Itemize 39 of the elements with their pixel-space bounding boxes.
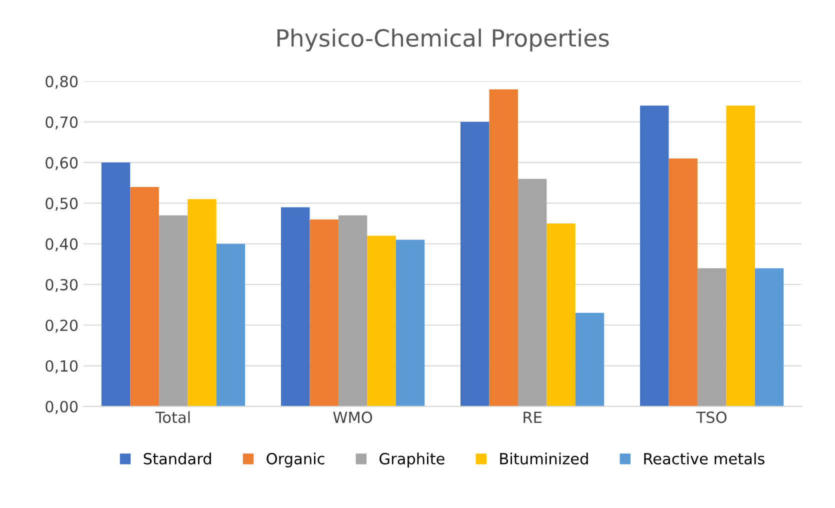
chart-title: Physico-Chemical Properties — [277, 28, 609, 52]
bar — [216, 244, 246, 406]
legend-label: Graphite — [380, 452, 444, 468]
bar — [726, 106, 755, 406]
legend-label: Organic — [266, 452, 324, 468]
legend-label: Bituminized — [500, 452, 588, 464]
legend-label: Standard — [144, 452, 211, 464]
y-tick-label: 0,10 — [46, 360, 78, 374]
x-tick-label: Total — [155, 411, 190, 424]
x-tick-label: WMO — [333, 412, 372, 424]
bar — [101, 162, 130, 406]
x-tick-label: TSO — [696, 412, 727, 424]
bar — [280, 207, 310, 406]
y-tick-label: 0,00 — [46, 400, 78, 414]
legend-label: Reactive metals — [644, 452, 764, 464]
y-tick-label: 0,40 — [46, 238, 78, 252]
y-tick-label: 0,60 — [46, 157, 78, 170]
bar — [396, 240, 425, 406]
bar — [754, 268, 784, 406]
bar — [668, 158, 698, 406]
bar — [158, 215, 188, 406]
bar — [310, 219, 338, 406]
x-tick-label: RE — [524, 412, 542, 423]
bar — [489, 89, 518, 406]
bar — [367, 236, 396, 406]
y-tick-label: 0,30 — [46, 278, 78, 292]
bar — [546, 224, 576, 406]
bar — [338, 215, 368, 406]
bar — [575, 312, 604, 406]
y-tick-label: 0,70 — [46, 116, 78, 130]
bar — [130, 186, 159, 406]
y-tick-label: 0,20 — [46, 320, 78, 333]
bar — [188, 199, 216, 406]
bar — [640, 106, 669, 406]
bar — [460, 122, 490, 406]
bar — [697, 268, 726, 406]
y-tick-label: 0,50 — [46, 198, 78, 211]
y-tick-label: 0,80 — [46, 76, 78, 89]
bar — [518, 178, 547, 406]
